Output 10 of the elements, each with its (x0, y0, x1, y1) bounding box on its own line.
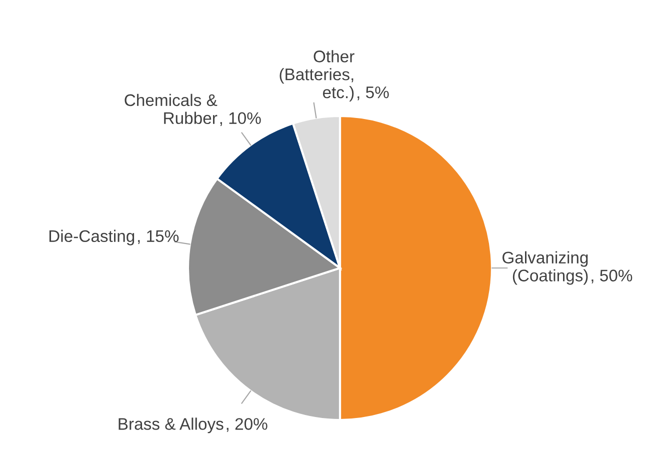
data-label: , 15% (138, 230, 179, 244)
slice-label: Galvanizing (Coatings) (502, 251, 588, 285)
slice-label: Brass & Alloys (118, 418, 224, 434)
data-label: , 5% (358, 86, 389, 100)
data-label: , 10% (220, 112, 261, 126)
data-label: , 50% (592, 270, 632, 284)
slice-label: Other (Batteries, etc.) (280, 50, 354, 102)
slice-label: Chemicals & Rubber (124, 94, 218, 124)
data-label: , 20% (226, 418, 268, 432)
slice-label: Die-Casting (49, 230, 134, 246)
